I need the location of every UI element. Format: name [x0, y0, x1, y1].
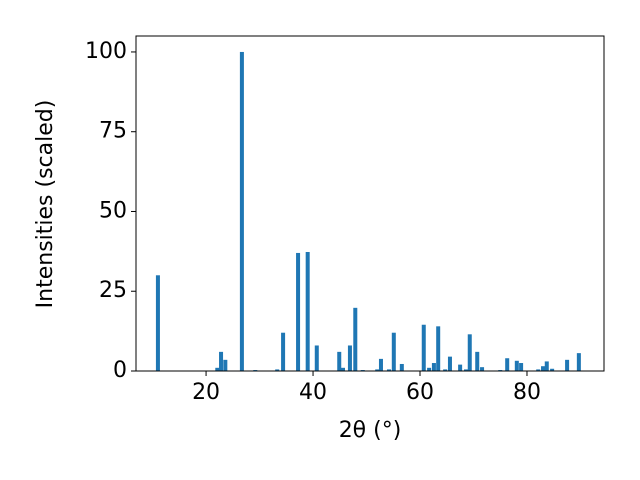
x-tick-label: 20	[192, 380, 220, 405]
bar	[378, 358, 383, 371]
y-tick-label: 100	[85, 39, 127, 64]
bar	[375, 369, 380, 371]
x-tick-label: 60	[406, 380, 434, 405]
y-tick-label: 0	[113, 358, 127, 383]
bar	[296, 252, 301, 371]
bar	[281, 332, 286, 371]
bar	[436, 326, 441, 371]
y-axis-label: Intensities (scaled)	[33, 100, 58, 309]
bar	[239, 51, 244, 371]
bar	[275, 369, 280, 371]
bar	[541, 366, 546, 371]
bar	[544, 361, 549, 371]
x-tick-label: 40	[299, 380, 327, 405]
bar	[475, 351, 480, 371]
bar	[464, 369, 469, 371]
bar	[536, 369, 541, 371]
x-tick-label: 80	[513, 380, 541, 405]
bar	[480, 367, 485, 371]
bar	[431, 363, 436, 371]
bar	[386, 369, 391, 371]
bar	[505, 358, 510, 371]
bar	[347, 345, 352, 371]
x-axis-label: 2θ (°)	[339, 418, 402, 443]
bar	[514, 360, 519, 371]
bar	[219, 351, 224, 371]
bar	[314, 345, 319, 371]
bar	[458, 364, 463, 371]
y-tick-label: 25	[99, 278, 127, 303]
bar	[443, 369, 448, 371]
bar	[447, 356, 452, 371]
bar	[223, 359, 228, 371]
bar	[215, 367, 220, 371]
bar	[550, 368, 555, 371]
bar	[565, 359, 570, 371]
bar	[467, 334, 472, 371]
bar	[155, 275, 160, 371]
bar	[421, 324, 426, 371]
bar	[305, 251, 310, 371]
bar	[340, 367, 345, 371]
bar	[399, 363, 404, 371]
y-tick-label: 75	[99, 119, 127, 144]
bar	[337, 351, 342, 371]
bar	[576, 353, 581, 371]
plot-frame	[135, 35, 605, 372]
bar	[427, 367, 432, 371]
bar	[519, 363, 524, 371]
bar	[353, 307, 358, 371]
bar	[391, 332, 396, 371]
y-tick-label: 50	[99, 198, 127, 223]
